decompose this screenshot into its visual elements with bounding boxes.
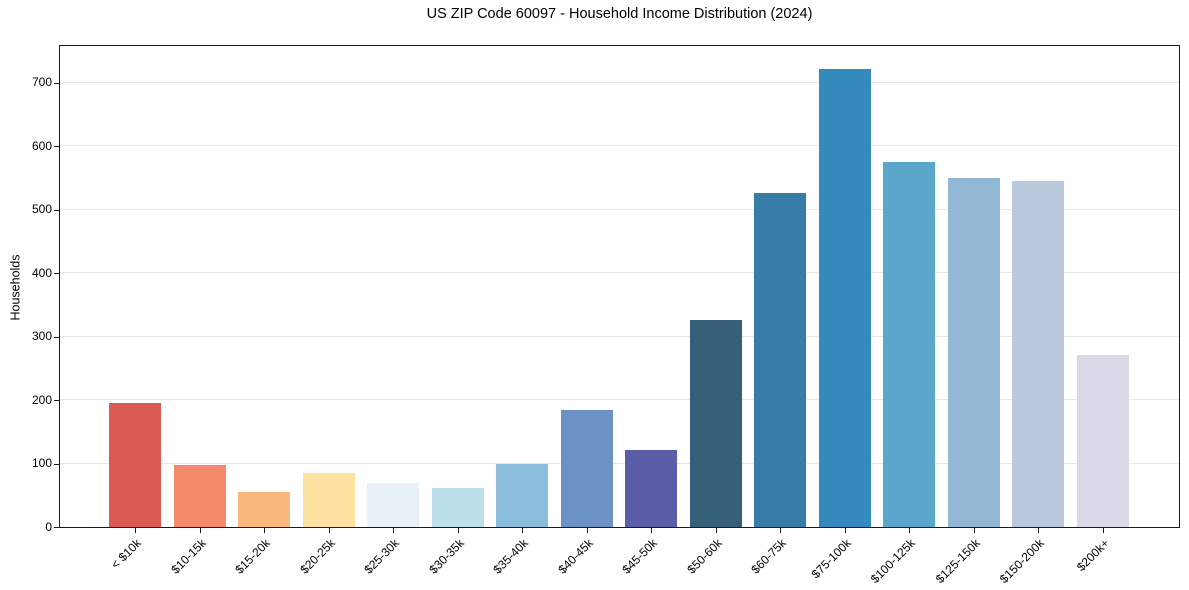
x-tick-label: < $10k	[108, 536, 144, 572]
y-tick-mark	[54, 527, 59, 528]
x-tick-mark	[264, 528, 265, 533]
x-tick-mark	[1038, 528, 1039, 533]
x-tick-mark	[909, 528, 910, 533]
y-tick-mark	[54, 400, 59, 402]
x-tick-label: $45-50k	[619, 536, 660, 577]
x-tick-mark	[135, 528, 136, 533]
gridline	[60, 208, 1179, 210]
y-tick-label: 600	[31, 138, 52, 153]
bar	[625, 449, 677, 527]
y-tick-label: 500	[31, 202, 52, 217]
x-tick-mark	[328, 528, 330, 533]
bar	[947, 178, 1000, 527]
x-tick-label: $15-20k	[232, 536, 273, 577]
bar	[883, 162, 935, 527]
y-axis-label: Households	[8, 254, 23, 321]
x-tick-label: $125-150k	[932, 536, 983, 587]
bar	[560, 409, 613, 527]
bar	[431, 488, 484, 527]
y-tick-label: 700	[31, 75, 52, 90]
bar	[367, 482, 419, 527]
gridline	[60, 272, 1179, 274]
x-tick-label: $20-25k	[296, 536, 338, 577]
bar	[818, 68, 871, 527]
x-tick-label: $60-75k	[748, 536, 789, 577]
bar	[1076, 355, 1129, 527]
x-tick-mark	[1102, 528, 1104, 533]
bar	[1012, 181, 1064, 527]
x-tick-label: $50-60k	[683, 536, 725, 577]
y-tick-label: 200	[31, 392, 52, 407]
x-tick-mark	[780, 528, 781, 533]
x-tick-label: $25-30k	[361, 536, 402, 577]
gridline	[60, 145, 1179, 147]
y-tick-mark	[54, 209, 59, 211]
gridline	[60, 399, 1179, 401]
chart-title: US ZIP Code 60097 - Household Income Dis…	[426, 6, 813, 22]
x-tick-label: $100-125k	[867, 536, 918, 587]
x-tick-mark	[586, 528, 588, 533]
x-tick-mark	[393, 528, 394, 533]
gridline	[60, 335, 1179, 337]
x-tick-mark	[844, 528, 846, 533]
x-tick-label: $40-45k	[554, 536, 596, 577]
plot-area	[59, 45, 1180, 528]
gridline	[60, 81, 1179, 83]
x-tick-mark	[522, 528, 523, 533]
x-tick-label: $200k+	[1073, 536, 1112, 574]
bar	[496, 464, 548, 527]
y-tick-mark	[54, 82, 59, 84]
y-tick-mark	[54, 336, 59, 338]
y-tick-label: 100	[31, 456, 52, 471]
bar	[238, 492, 290, 527]
bar	[302, 473, 355, 527]
y-tick-label: 300	[31, 329, 52, 344]
bar	[689, 320, 742, 527]
bar	[109, 402, 161, 527]
gridline	[60, 462, 1179, 464]
x-tick-label: $35-40k	[490, 536, 531, 577]
x-tick-label: $150-200k	[996, 536, 1047, 587]
x-tick-label: $10-15k	[167, 536, 209, 577]
bar	[754, 192, 806, 527]
x-tick-mark	[715, 528, 717, 533]
x-tick-mark	[457, 528, 459, 533]
bar	[173, 465, 226, 527]
x-tick-label: $30-35k	[425, 536, 467, 577]
y-tick-mark	[54, 463, 59, 465]
x-tick-mark	[973, 528, 975, 533]
y-tick-label: 400	[31, 265, 52, 280]
x-tick-mark	[199, 528, 201, 533]
y-tick-mark	[54, 273, 59, 275]
x-tick-label: $75-100k	[808, 536, 854, 582]
y-tick-mark	[54, 146, 59, 148]
y-tick-label: 0	[45, 519, 52, 534]
x-tick-mark	[651, 528, 652, 533]
